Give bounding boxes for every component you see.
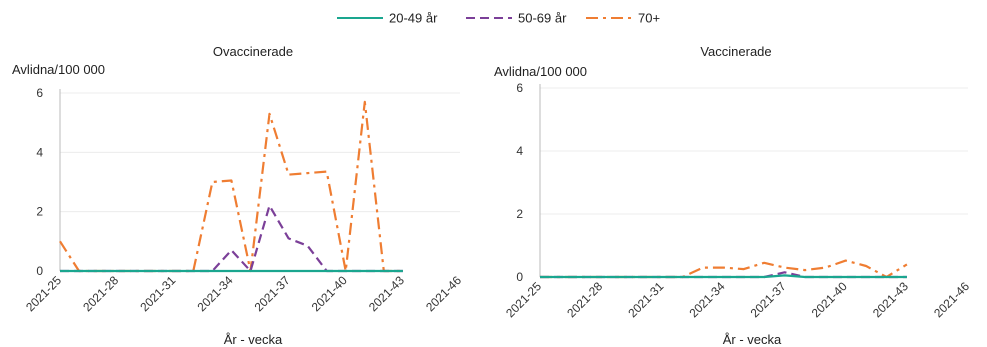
series-line-1-2 — [540, 259, 908, 279]
x-tick-label-0-1: 2021-28 — [80, 273, 121, 314]
y-tick-label-1-2: 4 — [516, 144, 523, 158]
y-tick-label-0-0: 0 — [36, 264, 43, 278]
x-tick-label-1-1: 2021-28 — [564, 279, 605, 320]
series-line-0-2 — [59, 100, 403, 273]
y-tick-label-1-0: 0 — [516, 270, 523, 284]
x-tick-label-0-6: 2021-43 — [366, 273, 407, 314]
y-tick-label-0-3: 6 — [36, 86, 43, 100]
chart-title-0: Ovaccinerade — [213, 44, 293, 59]
y-axis-label-1: Avlidna/100 000 — [494, 64, 587, 79]
x-tick-label-1-4: 2021-37 — [748, 279, 789, 320]
x-axis-label-1: År - vecka — [723, 332, 782, 347]
x-tick-label-1-0: 2021-25 — [503, 279, 544, 320]
x-tick-label-1-7: 2021-46 — [931, 279, 972, 320]
chart-title-1: Vaccinerade — [700, 44, 771, 59]
x-tick-label-0-5: 2021-40 — [309, 273, 350, 314]
legend-label-1: 50-69 år — [518, 11, 567, 26]
chart-panel-1: Vaccinerade Avlidna/100 000 År - vecka 0 2 4 6… — [494, 44, 972, 347]
legend: 20-49 år 50-69 år 70+ — [337, 11, 660, 26]
x-tick-label-1-6: 2021-43 — [870, 279, 911, 320]
y-tick-label-1-3: 6 — [516, 81, 523, 95]
y-tick-label-0-2: 4 — [36, 145, 43, 159]
y-axis-label-0: Avlidna/100 000 — [12, 62, 105, 77]
y-tick-label-1-1: 2 — [516, 207, 523, 221]
x-tick-label-0-7: 2021-46 — [423, 273, 464, 314]
x-tick-label-0-0: 2021-25 — [23, 273, 64, 314]
x-tick-label-0-4: 2021-37 — [252, 273, 293, 314]
x-tick-label-0-3: 2021-34 — [195, 273, 236, 314]
chart-panel-0: Ovaccinerade Avlidna/100 000 År - vecka 0 2 4… — [12, 44, 464, 347]
series-line-1-0 — [540, 274, 907, 279]
x-tick-label-1-3: 2021-34 — [687, 279, 728, 320]
x-axis-label-0: År - vecka — [224, 332, 283, 347]
y-tick-label-0-1: 2 — [36, 205, 43, 219]
x-tick-label-1-5: 2021-40 — [809, 279, 850, 320]
legend-label-0: 20-49 år — [389, 11, 438, 26]
x-tick-label-0-2: 2021-31 — [137, 273, 178, 314]
legend-label-2: 70+ — [638, 11, 660, 26]
x-tick-label-1-2: 2021-31 — [625, 279, 666, 320]
